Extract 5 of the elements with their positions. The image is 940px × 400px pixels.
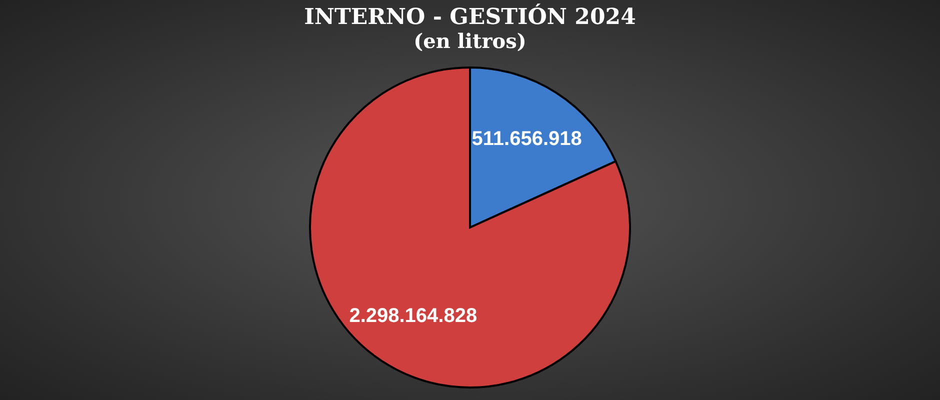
chart-title: INTERNO - GESTIÓN 2024 [304,3,636,30]
chart-subtitle: (en litros) [414,29,526,53]
data-label: 2.298.164.828 [349,304,478,327]
data-label: 511.656.918 [472,128,582,150]
pie-slice [309,66,631,388]
